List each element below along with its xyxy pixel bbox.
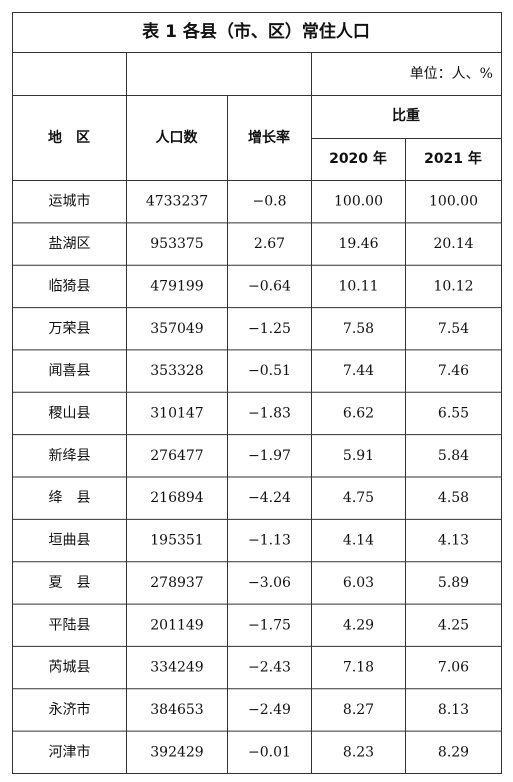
table-cell: 4.13	[438, 533, 469, 549]
table-cell: 7.18	[343, 660, 374, 676]
row-label: 垣曲县	[49, 533, 91, 549]
table-cell: 6.62	[343, 405, 374, 421]
table-cell: 353328	[150, 363, 203, 379]
table-cell: −4.24	[248, 490, 291, 506]
table-cell: 10.12	[433, 278, 473, 294]
table-border	[12, 12, 502, 774]
table-cell: −2.49	[248, 702, 291, 718]
header-cell: 比重	[392, 107, 420, 124]
table-cell: 8.13	[438, 702, 469, 718]
table-title: 表 1 各县（市、区）常住人口	[142, 21, 370, 42]
table-cell: 5.89	[438, 575, 469, 591]
table-cell: 100.00	[429, 194, 478, 210]
table-cell: 8.27	[343, 702, 374, 718]
table-cell: 4.25	[438, 617, 469, 633]
table-cell: 4.75	[343, 490, 374, 506]
header-cell: 2020 年	[329, 150, 387, 167]
row-label: 平陆县	[49, 617, 91, 633]
table-cell: 8.29	[438, 744, 469, 760]
row-label: 万荣县	[49, 321, 91, 337]
table-cell: 278937	[150, 575, 203, 591]
table-cell: 216894	[150, 490, 204, 506]
header-cell: 地 区	[48, 129, 90, 146]
table-cell: 5.84	[438, 448, 469, 464]
table-cell: 10.11	[338, 278, 378, 294]
table-cell: 334249	[150, 660, 203, 676]
table-cell: −0.51	[248, 363, 291, 379]
table-cell: −0.64	[248, 278, 291, 294]
table-cell: 8.23	[343, 744, 374, 760]
table-cell: −0.01	[248, 744, 291, 760]
table-cell: −3.06	[248, 575, 291, 591]
table-cell: 953375	[150, 236, 203, 252]
table-cell: −1.25	[248, 321, 291, 337]
row-label: 永济市	[49, 701, 91, 718]
table-cell: 479199	[150, 278, 203, 294]
row-label: 芮城县	[49, 659, 91, 676]
table-cell: 276477	[150, 448, 203, 464]
table-cell: 6.03	[343, 575, 374, 591]
table-cell: 201149	[150, 617, 203, 633]
table-cell: 7.06	[438, 660, 469, 676]
table-cell: 195351	[150, 533, 203, 549]
row-label: 闻喜县	[49, 363, 91, 379]
row-label: 新绛县	[49, 448, 91, 464]
row-label: 河津市	[49, 743, 91, 760]
header-cell: 增长率	[248, 129, 290, 146]
table-cell: −1.13	[248, 533, 291, 549]
table-cell: −0.8	[253, 194, 287, 210]
table-cell: 4.29	[343, 617, 374, 633]
table-cell: 7.46	[438, 363, 469, 379]
header-cell: 2021 年	[424, 150, 482, 167]
table-cell: 7.54	[438, 321, 469, 337]
table-cell: 20.14	[433, 236, 473, 252]
table-cell: 6.55	[438, 405, 469, 421]
table-cell: 100.00	[334, 194, 383, 210]
row-label: 运城市	[49, 193, 91, 210]
table-cell: 4.58	[438, 490, 469, 506]
table-cell: 19.46	[338, 236, 378, 252]
table-cell: 7.58	[343, 321, 374, 337]
row-label: 盐湖区	[49, 236, 91, 252]
row-label: 绛 县	[49, 490, 91, 506]
table-cell: −1.97	[248, 448, 291, 464]
table-cell: 4733237	[146, 194, 208, 210]
table-cell: −2.43	[248, 660, 291, 676]
table-cell: 4.14	[343, 533, 374, 549]
table-cell: 392429	[150, 744, 203, 760]
unit-note: 单位：人、%	[410, 66, 493, 82]
row-label: 夏 县	[49, 575, 91, 591]
table-cell: 5.91	[343, 448, 374, 464]
header-cell: 人口数	[156, 129, 199, 146]
table-cell: 2.67	[254, 236, 285, 252]
table-cell: −1.75	[248, 617, 291, 633]
row-label: 稷山县	[49, 405, 91, 421]
table-cell: 384653	[150, 702, 203, 718]
table-cell: −1.83	[248, 405, 291, 421]
row-label: 临猗县	[49, 278, 91, 294]
table-cell: 310147	[150, 405, 203, 421]
table-cell: 357049	[150, 321, 203, 337]
table-cell: 7.44	[343, 363, 374, 379]
